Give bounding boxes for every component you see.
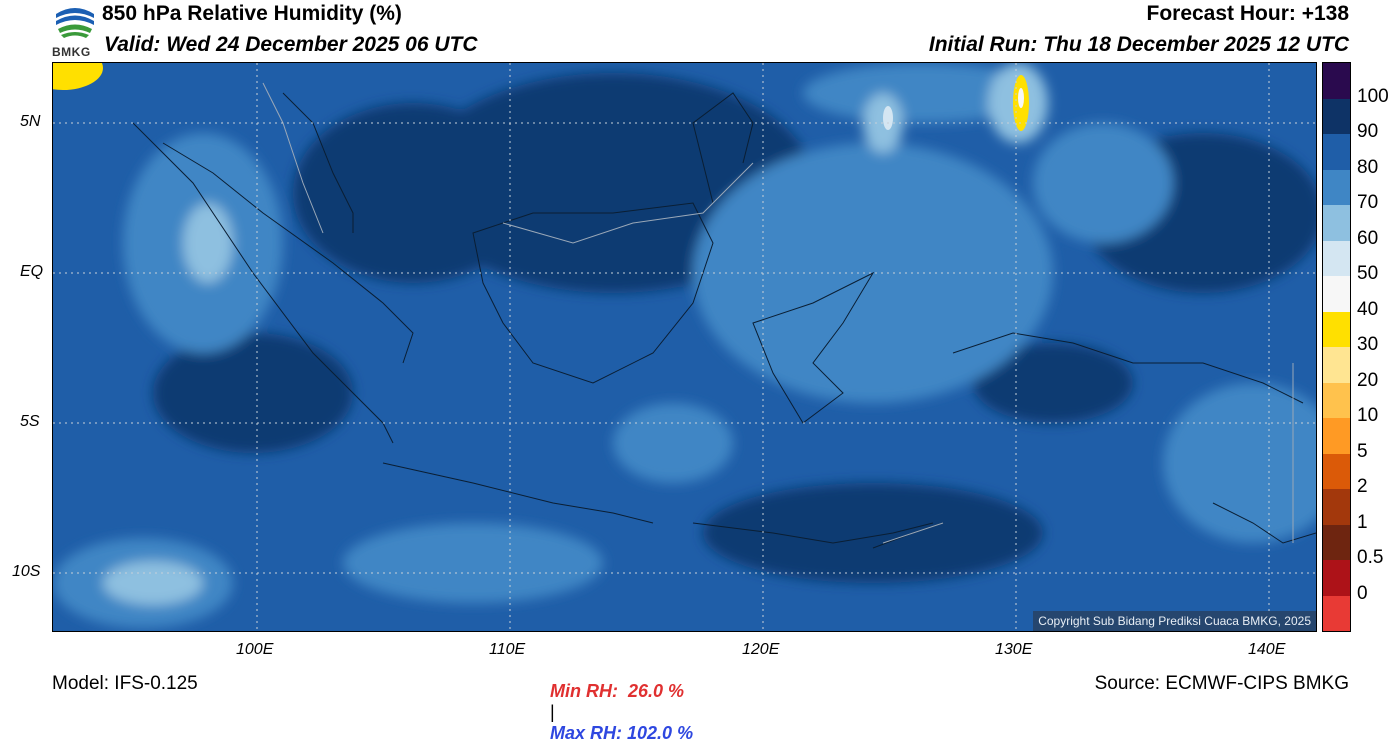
low-humidity-region: [103, 561, 203, 605]
colorbar-segment: [1323, 382, 1350, 418]
colorbar-label: 1: [1357, 511, 1368, 533]
min-rh: Min RH: 26.0 %: [550, 681, 685, 701]
lon-label-100e: 100E: [236, 641, 274, 658]
model-label: Model: IFS-0.125: [52, 673, 198, 694]
lat-label-eq: EQ: [20, 263, 44, 280]
dry-spot-white: [883, 106, 893, 130]
colorbar-label: 80: [1357, 156, 1379, 178]
colorbar-label: 100: [1357, 85, 1389, 107]
colorbar-label: 20: [1357, 369, 1379, 391]
colorbar-segment: [1323, 276, 1350, 312]
colorbar-label: 70: [1357, 192, 1379, 213]
colorbar-segment: [1323, 98, 1350, 134]
colorbar-segment: [1323, 524, 1350, 560]
colorbar-segment: [1323, 134, 1350, 170]
high-humidity-region: [153, 333, 353, 453]
colorbar-segment: [1323, 489, 1350, 525]
bmkg-emblem-icon: [55, 0, 95, 40]
high-humidity-region: [293, 103, 533, 283]
high-humidity-region: [973, 343, 1133, 423]
colorbar-label: 90: [1357, 121, 1379, 142]
colorbar-label: 50: [1357, 263, 1379, 284]
colorbar-label: 10: [1357, 405, 1379, 426]
gridlines: [53, 63, 1316, 631]
colorbar-label: 30: [1357, 334, 1379, 355]
lon-label-120e: 120E: [742, 641, 780, 658]
source-label: Source: ECMWF-CIPS BMKG: [1094, 673, 1349, 694]
colorbar-segment: [1323, 595, 1350, 631]
colorbar-label: 0: [1357, 582, 1368, 604]
colorbar-segment: [1323, 347, 1350, 383]
country-borders: [262, 82, 1294, 544]
lon-label-130e: 130E: [995, 641, 1033, 658]
colorbar-segment: [1323, 453, 1350, 489]
lat-label-10s: 10S: [12, 563, 41, 580]
colorbar-label: 5: [1357, 440, 1368, 462]
valid-time: Valid: Wed 24 December 2025 06 UTC: [104, 33, 478, 56]
colorbar-segment: [1323, 311, 1350, 347]
colorbar: [1322, 62, 1351, 632]
copyright-notice: Copyright Sub Bidang Prediksi Cuaca BMKG…: [1033, 611, 1316, 631]
colorbar-segment: [1323, 560, 1350, 596]
colorbar-label: 2: [1357, 476, 1368, 497]
high-humidity-region: [703, 483, 1043, 583]
medium-humidity-region: [1033, 123, 1173, 243]
colorbar-label: 40: [1357, 298, 1379, 320]
chart-title: 850 hPa Relative Humidity (%): [102, 2, 402, 25]
medium-humidity-region: [803, 63, 1043, 123]
initial-run: Initial Run: Thu 18 December 2025 12 UTC: [928, 33, 1349, 56]
lon-label-110e: 110E: [489, 641, 526, 658]
forecast-hour: Forecast Hour: +138: [1146, 2, 1350, 25]
colorbar-segment: [1323, 240, 1350, 276]
bmkg-logo: BMKG: [52, 0, 98, 60]
colorbar-segment: [1323, 418, 1350, 454]
colorbar-label: 0.5: [1357, 547, 1384, 568]
humidity-map: Copyright Sub Bidang Prediksi Cuaca BMKG…: [52, 62, 1317, 632]
logo-text: BMKG: [52, 45, 91, 59]
dry-corner-yellow: [53, 63, 103, 90]
medium-humidity-region: [613, 403, 733, 483]
low-humidity-region: [183, 203, 233, 283]
dry-spot-white: [1018, 88, 1024, 108]
rh-separator: |: [550, 702, 555, 722]
lon-label-140e: 140E: [1248, 641, 1286, 658]
rh-stats: Min RH: 26.0 % | Max RH: 102.0 %: [540, 660, 693, 744]
max-rh: Max RH: 102.0 %: [550, 723, 694, 743]
colorbar-segment: [1323, 205, 1350, 241]
colorbar-label: 60: [1357, 227, 1379, 249]
colorbar-segment: [1323, 169, 1350, 205]
lat-label-5n: 5N: [20, 113, 41, 130]
lat-label-5s: 5S: [20, 413, 40, 430]
medium-humidity-region: [343, 523, 603, 603]
colorbar-segment: [1323, 63, 1350, 99]
